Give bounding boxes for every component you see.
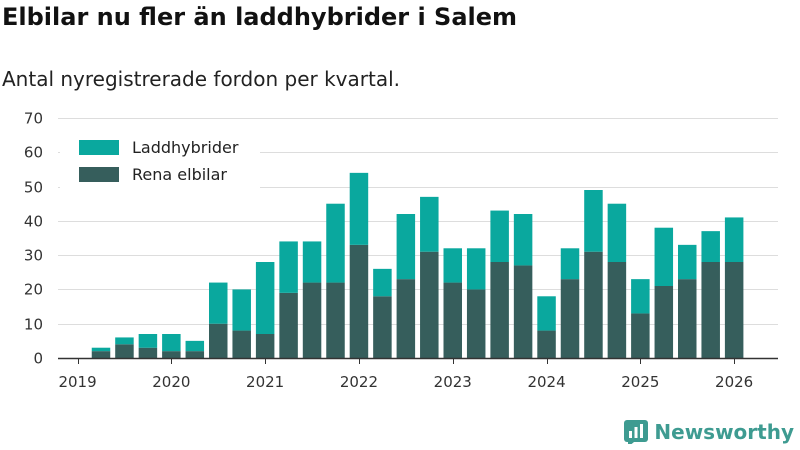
bar-rena-elbilar	[420, 251, 439, 358]
bar-rena-elbilar	[584, 251, 603, 358]
chart-subtitle: Antal nyregistrerade fordon per kvartal.	[2, 67, 401, 91]
bar-laddhybrider	[701, 231, 720, 262]
bar-rena-elbilar	[326, 282, 345, 358]
x-tick-label-2022: 2022	[340, 373, 378, 391]
bar-laddhybrider	[560, 248, 580, 280]
bar-laddhybrider	[537, 296, 556, 331]
bar-laddhybrider	[396, 214, 416, 280]
bar-rena-elbilar	[91, 351, 111, 358]
bar-rena-elbilar	[255, 334, 275, 358]
bar-laddhybrider	[349, 172, 369, 245]
bar-rena-elbilar	[607, 262, 627, 358]
y-tick-label-60: 60	[24, 144, 43, 162]
bar-rena-elbilar	[162, 351, 181, 358]
bar-rena-elbilar	[678, 279, 697, 358]
bar-rena-elbilar	[560, 279, 580, 358]
y-tick-label-0: 0	[33, 350, 43, 368]
y-tick-label-10: 10	[24, 316, 43, 334]
bar-laddhybrider	[654, 227, 674, 286]
y-tick-label-20: 20	[24, 281, 43, 299]
bar-laddhybrider	[115, 337, 134, 345]
chart-title: Elbilar nu fler än laddhybrider i Salem	[2, 3, 518, 31]
x-tick-label-2021: 2021	[246, 373, 284, 391]
x-tick-label-2019: 2019	[58, 373, 96, 391]
x-tick-label-2024: 2024	[527, 373, 565, 391]
bar-laddhybrider	[490, 210, 509, 262]
y-tick-label-50: 50	[24, 179, 43, 197]
bar-rena-elbilar	[631, 313, 650, 358]
brand-name: Newsworthy	[654, 420, 794, 444]
bar-rena-elbilar	[443, 282, 462, 358]
bar-rena-elbilar	[185, 351, 205, 358]
bar-rena-elbilar	[537, 330, 556, 358]
newsworthy-logo-icon	[624, 420, 649, 444]
bar-laddhybrider	[420, 196, 439, 252]
legend-swatch-rena-elbilar	[79, 167, 119, 182]
legend-swatch-laddhybrider	[79, 140, 119, 155]
brand: Newsworthy	[624, 420, 794, 444]
bar-laddhybrider	[209, 282, 228, 324]
bar-rena-elbilar	[466, 289, 486, 358]
bar-rena-elbilar	[373, 296, 392, 358]
bars	[91, 172, 744, 358]
bar-rena-elbilar	[115, 344, 134, 358]
bar-rena-elbilar	[654, 286, 674, 358]
bar-laddhybrider	[302, 241, 322, 283]
bar-rena-elbilar	[513, 265, 533, 358]
x-tick-label-2025: 2025	[621, 373, 659, 391]
bar-laddhybrider	[373, 268, 392, 297]
bar-rena-elbilar	[138, 347, 158, 358]
bar-rena-elbilar	[302, 282, 322, 358]
bar-rena-elbilar	[349, 244, 369, 358]
bar-rena-elbilar	[209, 323, 228, 358]
bar-laddhybrider	[162, 334, 181, 352]
x-tick-label-2026: 2026	[715, 373, 753, 391]
bar-laddhybrider	[279, 241, 298, 293]
bar-laddhybrider	[443, 248, 462, 283]
bar-laddhybrider	[631, 279, 650, 314]
bar-laddhybrider	[513, 214, 533, 266]
bar-laddhybrider	[724, 217, 744, 262]
legend-label-laddhybrider: Laddhybrider	[132, 138, 239, 157]
bar-laddhybrider	[326, 203, 345, 283]
bar-laddhybrider	[232, 289, 251, 331]
bar-laddhybrider	[255, 262, 275, 334]
bar-rena-elbilar	[701, 262, 720, 358]
bar-laddhybrider	[91, 347, 111, 352]
bar-rena-elbilar	[396, 279, 416, 358]
x-tick-label-2020: 2020	[152, 373, 190, 391]
y-tick-label-70: 70	[24, 110, 43, 128]
bar-rena-elbilar	[724, 262, 744, 358]
bar-laddhybrider	[138, 334, 158, 348]
bar-rena-elbilar	[279, 292, 298, 358]
bar-laddhybrider	[185, 340, 205, 352]
y-axis-tick-labels: 0 10 20 30 40 50 60 70	[24, 110, 43, 368]
legend: Laddhybrider Rena elbilar	[60, 134, 260, 190]
bar-laddhybrider	[678, 244, 697, 280]
x-axis-ticks: 2019 2020 2021 2022 2023 2024 2025 2026	[58, 358, 753, 391]
y-tick-label-30: 30	[24, 247, 43, 265]
bar-laddhybrider	[584, 190, 603, 252]
y-tick-label-40: 40	[24, 213, 43, 231]
bar-laddhybrider	[607, 203, 627, 262]
bar-laddhybrider	[466, 248, 486, 290]
bar-rena-elbilar	[490, 262, 509, 358]
x-tick-label-2023: 2023	[434, 373, 472, 391]
bar-rena-elbilar	[232, 330, 251, 358]
legend-label-rena-elbilar: Rena elbilar	[132, 165, 227, 184]
